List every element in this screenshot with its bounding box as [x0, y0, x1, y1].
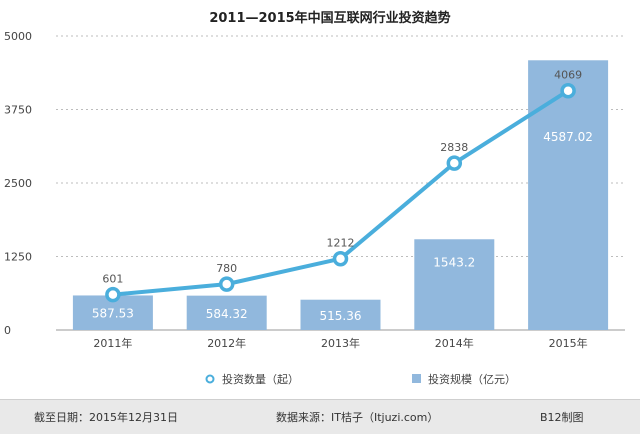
legend-marker-line	[205, 374, 215, 384]
line-point	[332, 250, 349, 267]
line-data-label: 601	[102, 273, 123, 286]
line-point	[560, 82, 576, 99]
bar-data-label: 584.32	[206, 307, 248, 321]
bar	[528, 60, 609, 330]
x-tick-label: 2015年	[549, 336, 588, 350]
legend-label-bar: 投资规模（亿元）	[428, 372, 516, 386]
chart-title: 2011—2015年中国互联网行业投资趋势	[209, 10, 450, 26]
footer-date: 截至日期：2015年12月31日	[34, 411, 178, 424]
line-data-label: 2838	[440, 141, 468, 154]
legend-label-line: 投资数量（起）	[222, 372, 299, 386]
bar	[414, 239, 495, 330]
x-tick-label: 2012年	[207, 336, 246, 350]
footer-source: 数据来源：IT桔子（Itjuzi.com）	[276, 411, 439, 424]
line-point	[105, 286, 121, 303]
line-data-label: 4069	[554, 69, 582, 82]
y-tick-label: 0	[4, 324, 11, 337]
line-point	[446, 155, 463, 171]
bar-data-label: 515.36	[320, 309, 362, 323]
legend-marker-bar	[412, 374, 421, 383]
bar-data-label: 1543.2	[433, 255, 475, 269]
y-tick-label: 2500	[4, 177, 32, 190]
x-tick-label: 2011年	[93, 336, 132, 350]
y-tick-label: 5000	[4, 30, 32, 43]
bar-data-label: 587.53	[92, 307, 134, 321]
x-tick-label: 2013年	[321, 336, 360, 350]
footer-credit: B12制图	[540, 411, 584, 424]
bar-data-label: 4587.02	[543, 130, 593, 144]
chart: 2011—2015年中国互联网行业投资趋势 0 1250 2500 3750 5000 2…	[4, 10, 625, 386]
bar	[300, 299, 381, 330]
line-data-label: 780	[216, 262, 237, 275]
line-data-label: 1212	[327, 237, 355, 250]
footer: 截至日期：2015年12月31日 数据来源：IT桔子（Itjuzi.com） B…	[0, 399, 640, 434]
bar	[186, 295, 267, 330]
y-tick-label: 1250	[4, 251, 32, 264]
y-tick-label: 3750	[4, 104, 32, 117]
line-point	[218, 276, 235, 292]
x-tick-label: 2014年	[435, 336, 474, 350]
